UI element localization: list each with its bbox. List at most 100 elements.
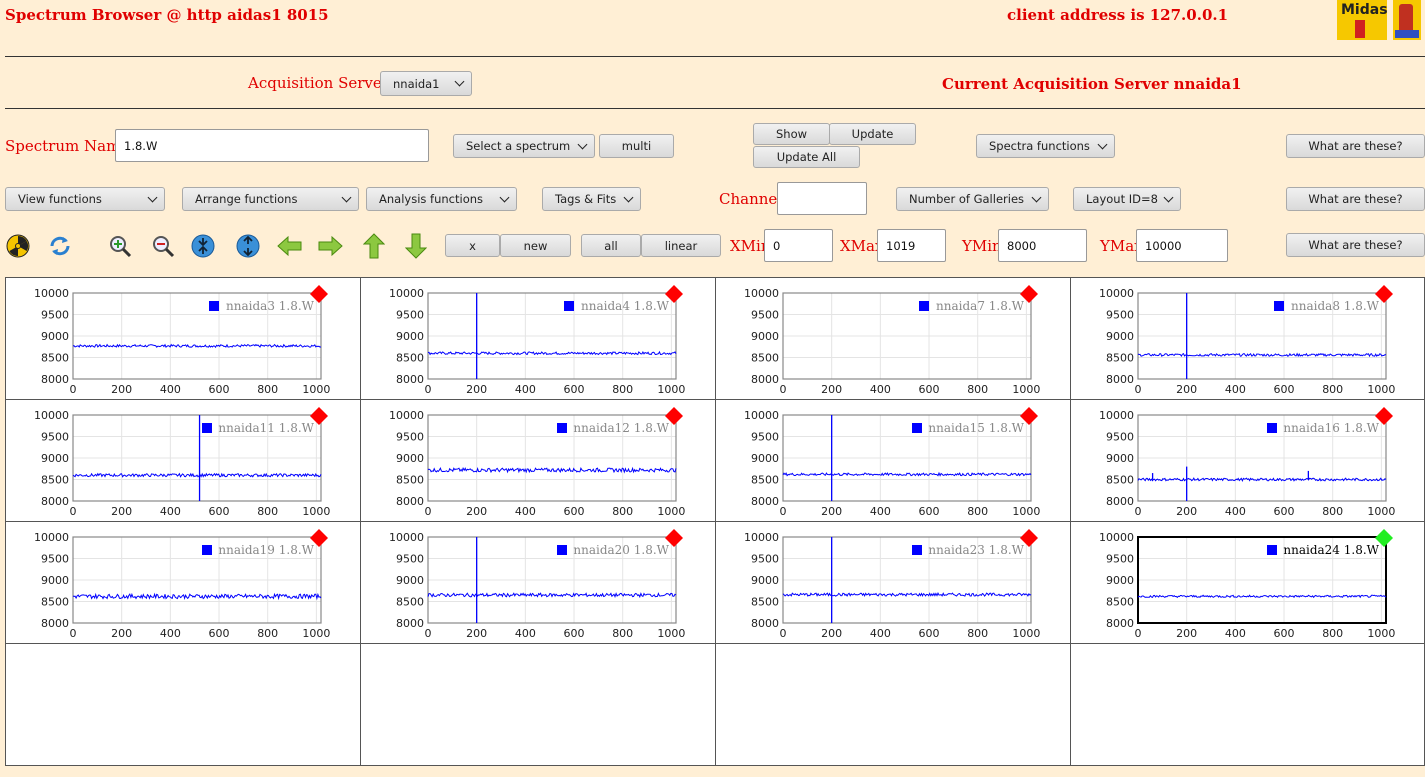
spectrum-panel[interactable]: 10000 9500 9000 8500 8000 0 200 400 600 800 1000 nn… bbox=[1070, 521, 1425, 644]
empty-gallery-cell[interactable] bbox=[5, 643, 361, 766]
spectrum-panel[interactable]: 10000 9500 9000 8500 8000 0 200 400 600 800 1000 nn… bbox=[5, 521, 361, 644]
what-are-these-button-2[interactable]: What are these? bbox=[1286, 187, 1425, 211]
x-tick-label: 1000 bbox=[1012, 505, 1040, 518]
empty-gallery-cell[interactable] bbox=[360, 643, 716, 766]
channel-input[interactable] bbox=[777, 182, 867, 215]
x-tick-label: 600 bbox=[209, 505, 230, 518]
x-tick-label: 800 bbox=[967, 627, 988, 640]
what-are-these-button-1[interactable]: What are these? bbox=[1286, 134, 1425, 158]
spectrum-panel[interactable]: 10000 9500 9000 8500 8000 0 200 400 600 800 1000 nn… bbox=[715, 399, 1071, 522]
spectrum-trace bbox=[72, 592, 322, 601]
compress-vertical-icon[interactable] bbox=[191, 234, 215, 258]
y-tick-label: 8500 bbox=[1106, 474, 1134, 487]
x-tick-label: 1000 bbox=[1367, 383, 1395, 396]
spectrum-panel[interactable]: 10000 9500 9000 8500 8000 0 200 400 600 800 1000 nn… bbox=[5, 277, 361, 400]
update-all-button[interactable]: Update All bbox=[753, 146, 860, 168]
spectrum-panel[interactable]: 10000 9500 9000 8500 8000 0 200 400 600 800 1000 nn… bbox=[360, 521, 716, 644]
legend-swatch bbox=[1267, 423, 1277, 433]
ymin-input[interactable]: 8000 bbox=[998, 229, 1087, 262]
spectrum-panel[interactable]: 10000 9500 9000 8500 8000 0 200 400 600 800 1000 nn… bbox=[1070, 277, 1425, 400]
spectrum-panel[interactable]: 10000 9500 9000 8500 8000 0 200 400 600 800 1000 nn… bbox=[715, 277, 1071, 400]
acquisition-server-select[interactable]: nnaida1 bbox=[380, 71, 472, 96]
y-tick-label: 8500 bbox=[396, 596, 424, 609]
ymax-input[interactable]: 10000 bbox=[1136, 229, 1228, 262]
y-tick-label: 9500 bbox=[396, 553, 424, 566]
new-button[interactable]: new bbox=[500, 234, 571, 257]
legend-label: nnaida20 1.8.W bbox=[573, 543, 669, 557]
x-tick-label: 200 bbox=[466, 627, 487, 640]
radiation-icon[interactable] bbox=[6, 234, 30, 258]
spectra-functions-dropdown[interactable]: Spectra functions bbox=[976, 134, 1115, 158]
status-diamond-icon bbox=[1020, 407, 1038, 425]
spectrum-panel[interactable]: 10000 9500 9000 8500 8000 0 200 400 600 800 1000 nn… bbox=[5, 399, 361, 522]
what-are-these-button-3[interactable]: What are these? bbox=[1286, 233, 1425, 257]
select-spectrum-dropdown[interactable]: Select a spectrum bbox=[453, 134, 595, 158]
arrow-left-icon[interactable] bbox=[277, 235, 302, 257]
empty-gallery-cell[interactable] bbox=[715, 643, 1071, 766]
y-tick-label: 9000 bbox=[396, 452, 424, 465]
multi-button[interactable]: multi bbox=[599, 134, 674, 158]
view-functions-dropdown[interactable]: View functions bbox=[5, 187, 165, 211]
layout-id-dropdown[interactable]: Layout ID=8 bbox=[1073, 187, 1181, 211]
spectrum-panel[interactable]: 10000 9500 9000 8500 8000 0 200 400 600 800 1000 nn… bbox=[715, 521, 1071, 644]
x-tick-label: 0 bbox=[780, 383, 787, 396]
y-tick-label: 8000 bbox=[1106, 617, 1134, 630]
xmax-label: XMax bbox=[840, 237, 884, 255]
acquisition-servers-label: Acquisition Servers bbox=[248, 74, 397, 92]
arrange-functions-dropdown[interactable]: Arrange functions bbox=[182, 187, 359, 211]
chevron-down-icon bbox=[577, 139, 588, 149]
x-tick-label: 0 bbox=[425, 505, 432, 518]
tags-fits-dropdown[interactable]: Tags & Fits bbox=[542, 187, 641, 211]
number-of-galleries-dropdown[interactable]: Number of Galleries bbox=[896, 187, 1049, 211]
xmax-input[interactable]: 1019 bbox=[877, 229, 946, 262]
empty-gallery-cell[interactable] bbox=[1070, 643, 1425, 766]
show-button[interactable]: Show bbox=[753, 123, 830, 145]
legend-swatch bbox=[1274, 301, 1284, 311]
all-button[interactable]: all bbox=[581, 234, 641, 257]
x-tick-label: 600 bbox=[209, 383, 230, 396]
x-button[interactable]: x bbox=[445, 234, 500, 257]
y-tick-label: 8500 bbox=[396, 352, 424, 365]
spectrum-name-input[interactable]: 1.8.W bbox=[115, 129, 429, 162]
spectrum-panel[interactable]: 10000 9500 9000 8500 8000 0 200 400 600 800 1000 nn… bbox=[360, 399, 716, 522]
spectrum-panel[interactable]: 10000 9500 9000 8500 8000 0 200 400 600 800 1000 nn… bbox=[360, 277, 716, 400]
update-button[interactable]: Update bbox=[829, 123, 916, 145]
x-tick-label: 600 bbox=[919, 383, 940, 396]
refresh-icon[interactable] bbox=[48, 234, 72, 258]
divider-top bbox=[5, 56, 1425, 57]
legend-label: nnaida12 1.8.W bbox=[573, 421, 669, 435]
spectrum-trace bbox=[72, 343, 322, 349]
arrow-right-icon[interactable] bbox=[318, 235, 343, 257]
spectrum-panel[interactable]: 10000 9500 9000 8500 8000 0 200 400 600 800 1000 nn… bbox=[1070, 399, 1425, 522]
legend-swatch bbox=[564, 301, 574, 311]
zoom-in-icon[interactable] bbox=[108, 234, 132, 258]
x-tick-label: 0 bbox=[1135, 383, 1142, 396]
expand-vertical-icon[interactable] bbox=[236, 234, 260, 258]
xmin-label: XMin bbox=[730, 237, 771, 255]
x-tick-label: 0 bbox=[70, 383, 77, 396]
x-tick-label: 1000 bbox=[302, 627, 330, 640]
analysis-functions-dropdown[interactable]: Analysis functions bbox=[366, 187, 517, 211]
xmin-input[interactable]: 0 bbox=[764, 229, 833, 262]
tags-fits-label: Tags & Fits bbox=[555, 192, 617, 206]
zoom-out-icon[interactable] bbox=[151, 234, 175, 258]
linear-button[interactable]: linear bbox=[641, 234, 721, 257]
arrow-down-icon[interactable] bbox=[405, 233, 427, 259]
midas-logo-text: Midas bbox=[1341, 2, 1388, 18]
chevron-down-icon bbox=[1163, 192, 1174, 202]
x-tick-label: 400 bbox=[870, 505, 891, 518]
arrow-up-icon[interactable] bbox=[363, 233, 385, 259]
y-tick-label: 9500 bbox=[41, 309, 69, 322]
